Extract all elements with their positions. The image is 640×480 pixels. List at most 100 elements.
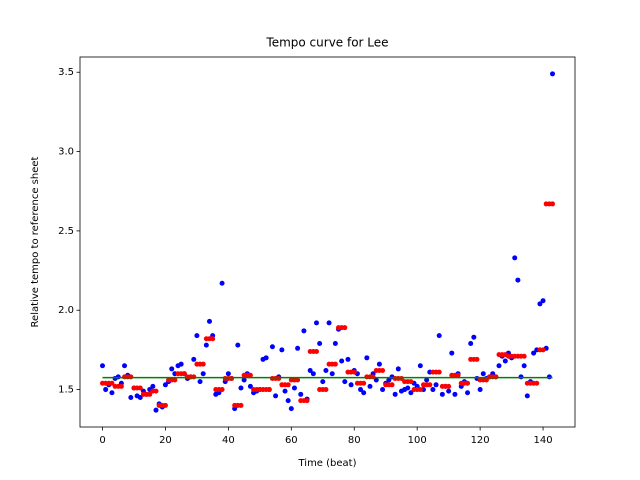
point xyxy=(269,344,275,350)
point xyxy=(273,393,279,399)
point xyxy=(285,382,291,388)
point xyxy=(480,371,486,377)
point xyxy=(172,377,178,383)
point xyxy=(266,387,272,393)
point xyxy=(367,383,373,389)
y-tick-label: 2.0 xyxy=(58,305,74,316)
point xyxy=(380,368,386,374)
point xyxy=(392,391,398,397)
point xyxy=(531,350,537,356)
point xyxy=(474,356,480,362)
x-axis-label: Time (beat) xyxy=(297,458,356,469)
point xyxy=(345,356,351,362)
point xyxy=(521,353,527,359)
point xyxy=(342,325,348,331)
point xyxy=(361,390,367,396)
point xyxy=(162,402,168,408)
point xyxy=(439,391,445,397)
point xyxy=(238,385,244,391)
point xyxy=(332,361,338,367)
point xyxy=(436,369,442,375)
point xyxy=(515,277,521,283)
point xyxy=(109,390,115,396)
point xyxy=(512,255,518,261)
point xyxy=(452,391,458,397)
point xyxy=(395,366,401,372)
point xyxy=(524,393,530,399)
point xyxy=(118,383,124,389)
point xyxy=(496,363,502,369)
point xyxy=(408,379,414,385)
point xyxy=(326,320,332,326)
point xyxy=(191,356,197,362)
point xyxy=(310,371,316,377)
point xyxy=(276,375,282,381)
point xyxy=(263,355,269,361)
point xyxy=(534,380,540,386)
point xyxy=(471,334,477,340)
point xyxy=(241,377,247,383)
point xyxy=(408,390,414,396)
y-tick-label: 3.0 xyxy=(58,147,74,158)
point xyxy=(540,298,546,304)
point xyxy=(285,398,291,404)
point xyxy=(477,387,483,393)
point xyxy=(200,371,206,377)
point xyxy=(430,387,436,393)
point xyxy=(298,391,304,397)
point xyxy=(465,390,471,396)
point xyxy=(550,201,555,207)
x-tick-label: 0 xyxy=(99,435,105,446)
point xyxy=(178,361,184,367)
point xyxy=(446,388,452,394)
point xyxy=(153,407,159,413)
point xyxy=(427,382,433,388)
point xyxy=(405,385,411,391)
point xyxy=(122,363,128,369)
point xyxy=(247,372,253,378)
point xyxy=(483,377,489,383)
point xyxy=(238,402,244,408)
point xyxy=(282,388,288,394)
x-tick-label: 140 xyxy=(534,435,553,446)
point xyxy=(323,387,329,393)
point xyxy=(364,355,370,361)
point xyxy=(361,380,367,386)
point xyxy=(210,336,216,342)
point xyxy=(493,374,499,380)
point xyxy=(109,380,115,386)
point xyxy=(455,372,461,378)
point xyxy=(320,379,326,385)
point xyxy=(540,347,546,353)
point xyxy=(370,374,376,380)
point xyxy=(417,363,423,369)
point xyxy=(348,382,354,388)
plot-frame xyxy=(79,56,576,428)
y-tick-label: 2.5 xyxy=(58,226,74,237)
point xyxy=(295,377,301,383)
point xyxy=(550,71,555,77)
point xyxy=(288,406,294,412)
point xyxy=(465,380,471,386)
point xyxy=(153,388,159,394)
point xyxy=(351,369,357,375)
chart-title: Tempo curve for Lee xyxy=(265,36,388,50)
x-tick-label: 20 xyxy=(159,435,172,446)
point xyxy=(304,398,310,404)
point xyxy=(546,374,552,380)
point xyxy=(342,379,348,385)
point xyxy=(137,394,143,400)
point xyxy=(373,377,379,383)
point xyxy=(468,341,474,347)
point xyxy=(436,333,442,339)
point xyxy=(200,361,206,367)
y-tick-label: 3.5 xyxy=(58,67,74,78)
point xyxy=(279,347,285,353)
point xyxy=(358,387,364,393)
point xyxy=(376,361,382,367)
point xyxy=(219,387,225,393)
x-tick-label: 80 xyxy=(348,435,361,446)
x-tick-label: 120 xyxy=(471,435,490,446)
